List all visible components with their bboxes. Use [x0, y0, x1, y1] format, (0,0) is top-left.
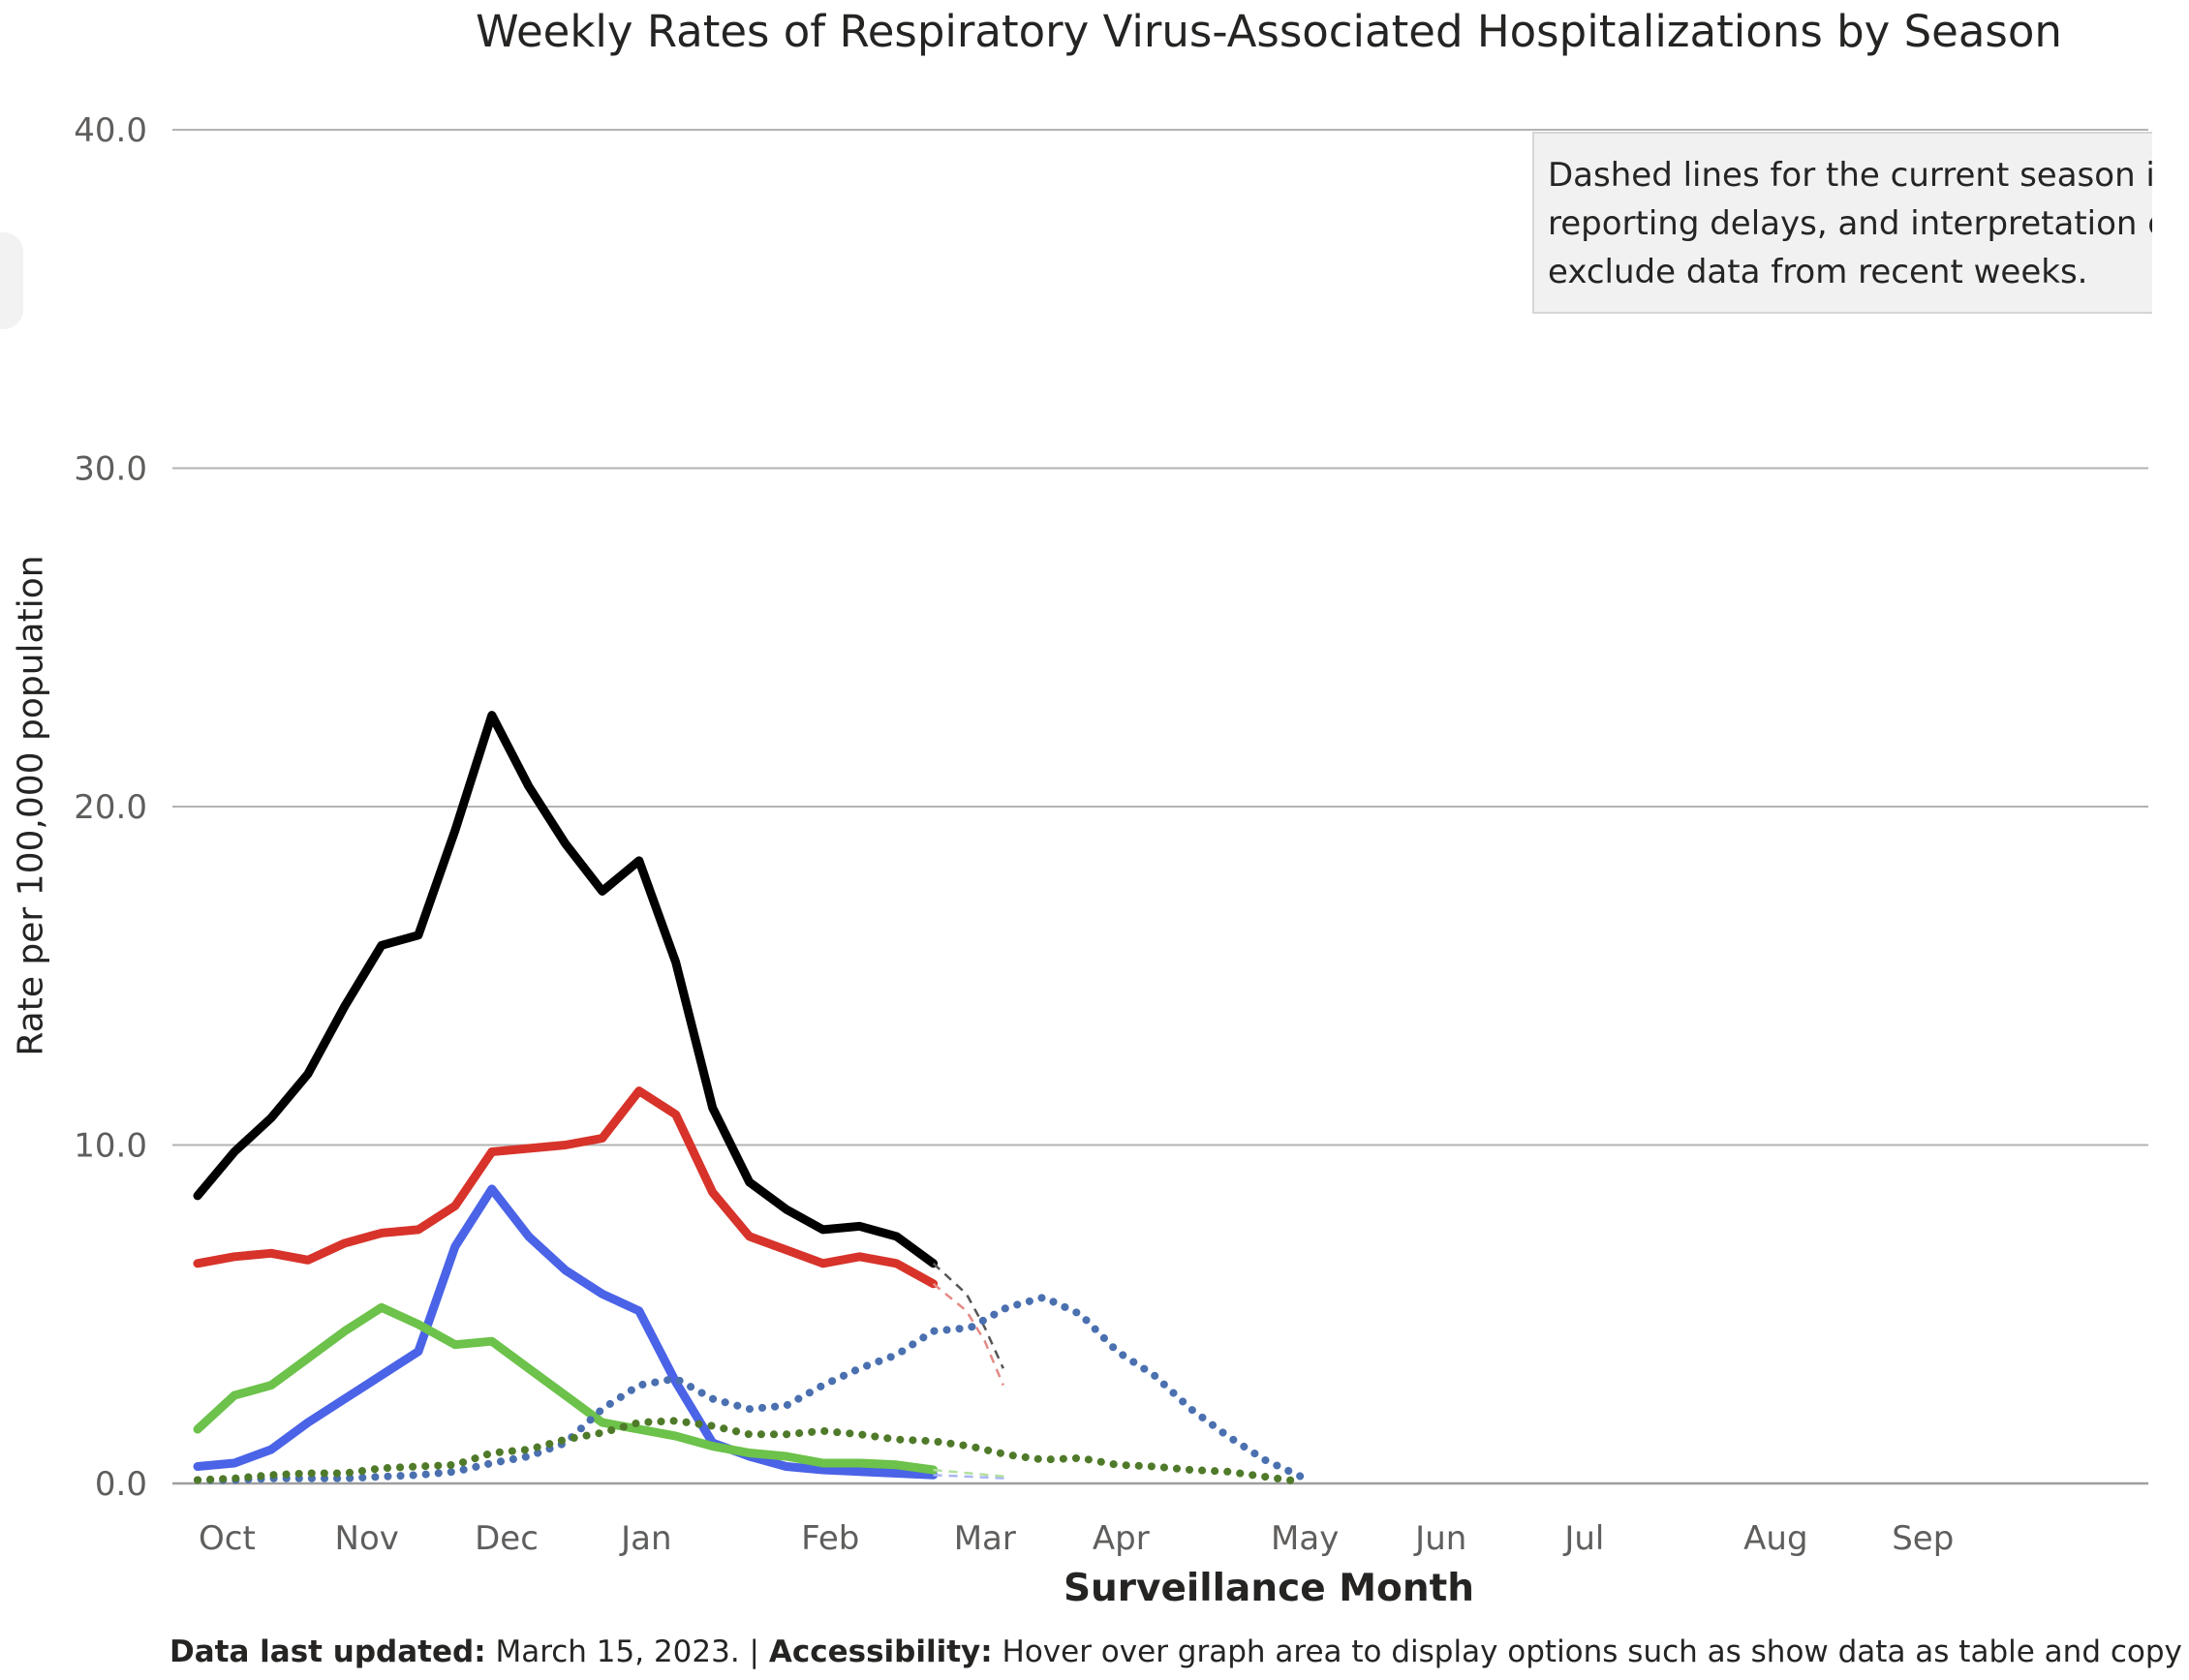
y-tick-label: 10.0 [74, 1127, 147, 1166]
series-line-1[interactable] [932, 1262, 1004, 1369]
x-tick-label-oct: Oct [199, 1519, 256, 1558]
x-tick-label-jul: Jul [1562, 1519, 1604, 1558]
note-line: Dashed lines for the current season in [1548, 156, 2152, 195]
y-tick-label: 20.0 [74, 788, 147, 827]
x-axis-ticks: Oct Nov Dec Jan Feb Mar Apr May Jun Jul Aug Sep [199, 1519, 1954, 1558]
chart-title: Weekly Rates of Respiratory Virus-Associ… [476, 6, 2062, 57]
note-line: reporting delays, and interpretation of [1548, 204, 2152, 243]
series-line-9[interactable] [194, 1417, 1306, 1486]
x-tick-label-feb: Feb [801, 1519, 859, 1558]
x-tick-label-dec: Dec [475, 1519, 539, 1558]
x-tick-label-jan: Jan [619, 1519, 671, 1558]
note-tooltip: Dashed lines for the current season in r… [1532, 132, 2152, 314]
series-line-7[interactable] [933, 1468, 1007, 1479]
updated-value: March 15, 2023. | [485, 1634, 769, 1669]
y-tick-label: 30.0 [74, 450, 147, 489]
series-line-4[interactable] [193, 1184, 939, 1480]
x-tick-label-jun: Jun [1413, 1519, 1466, 1558]
series-lines[interactable] [193, 711, 1306, 1486]
x-tick-label-mar: Mar [954, 1519, 1016, 1558]
footer: Data last updated: March 15, 2023. | Acc… [170, 1634, 2189, 1669]
y-axis-title: Rate per 100,000 population [11, 555, 51, 1056]
grid-lines [172, 129, 2148, 1485]
y-axis-ticks: 0.0 10.0 20.0 30.0 40.0 [74, 111, 147, 1504]
accessibility-label: Accessibility: [768, 1634, 993, 1669]
x-axis-title: Surveillance Month [1063, 1567, 1475, 1610]
x-tick-label-apr: Apr [1093, 1519, 1150, 1558]
side-panel-tab[interactable] [0, 232, 23, 329]
updated-label: Data last updated: [170, 1634, 486, 1669]
series-line-2[interactable] [193, 1086, 939, 1289]
series-line-8[interactable] [194, 1293, 1306, 1484]
note-line: exclude data from recent weeks. [1548, 253, 2088, 291]
series-line-6[interactable] [193, 1302, 939, 1475]
x-tick-label-aug: Aug [1743, 1519, 1807, 1558]
x-tick-label-sep: Sep [1892, 1519, 1954, 1558]
y-tick-label: 40.0 [74, 111, 147, 150]
series-line-3[interactable] [932, 1282, 1004, 1387]
accessibility-value: Hover over graph area to display options… [992, 1634, 2189, 1669]
x-tick-label-may: May [1271, 1519, 1339, 1558]
series-line-0[interactable] [193, 711, 939, 1268]
y-tick-label: 0.0 [95, 1465, 147, 1504]
series-line-5[interactable] [933, 1474, 1007, 1481]
x-tick-label-nov: Nov [335, 1519, 399, 1558]
